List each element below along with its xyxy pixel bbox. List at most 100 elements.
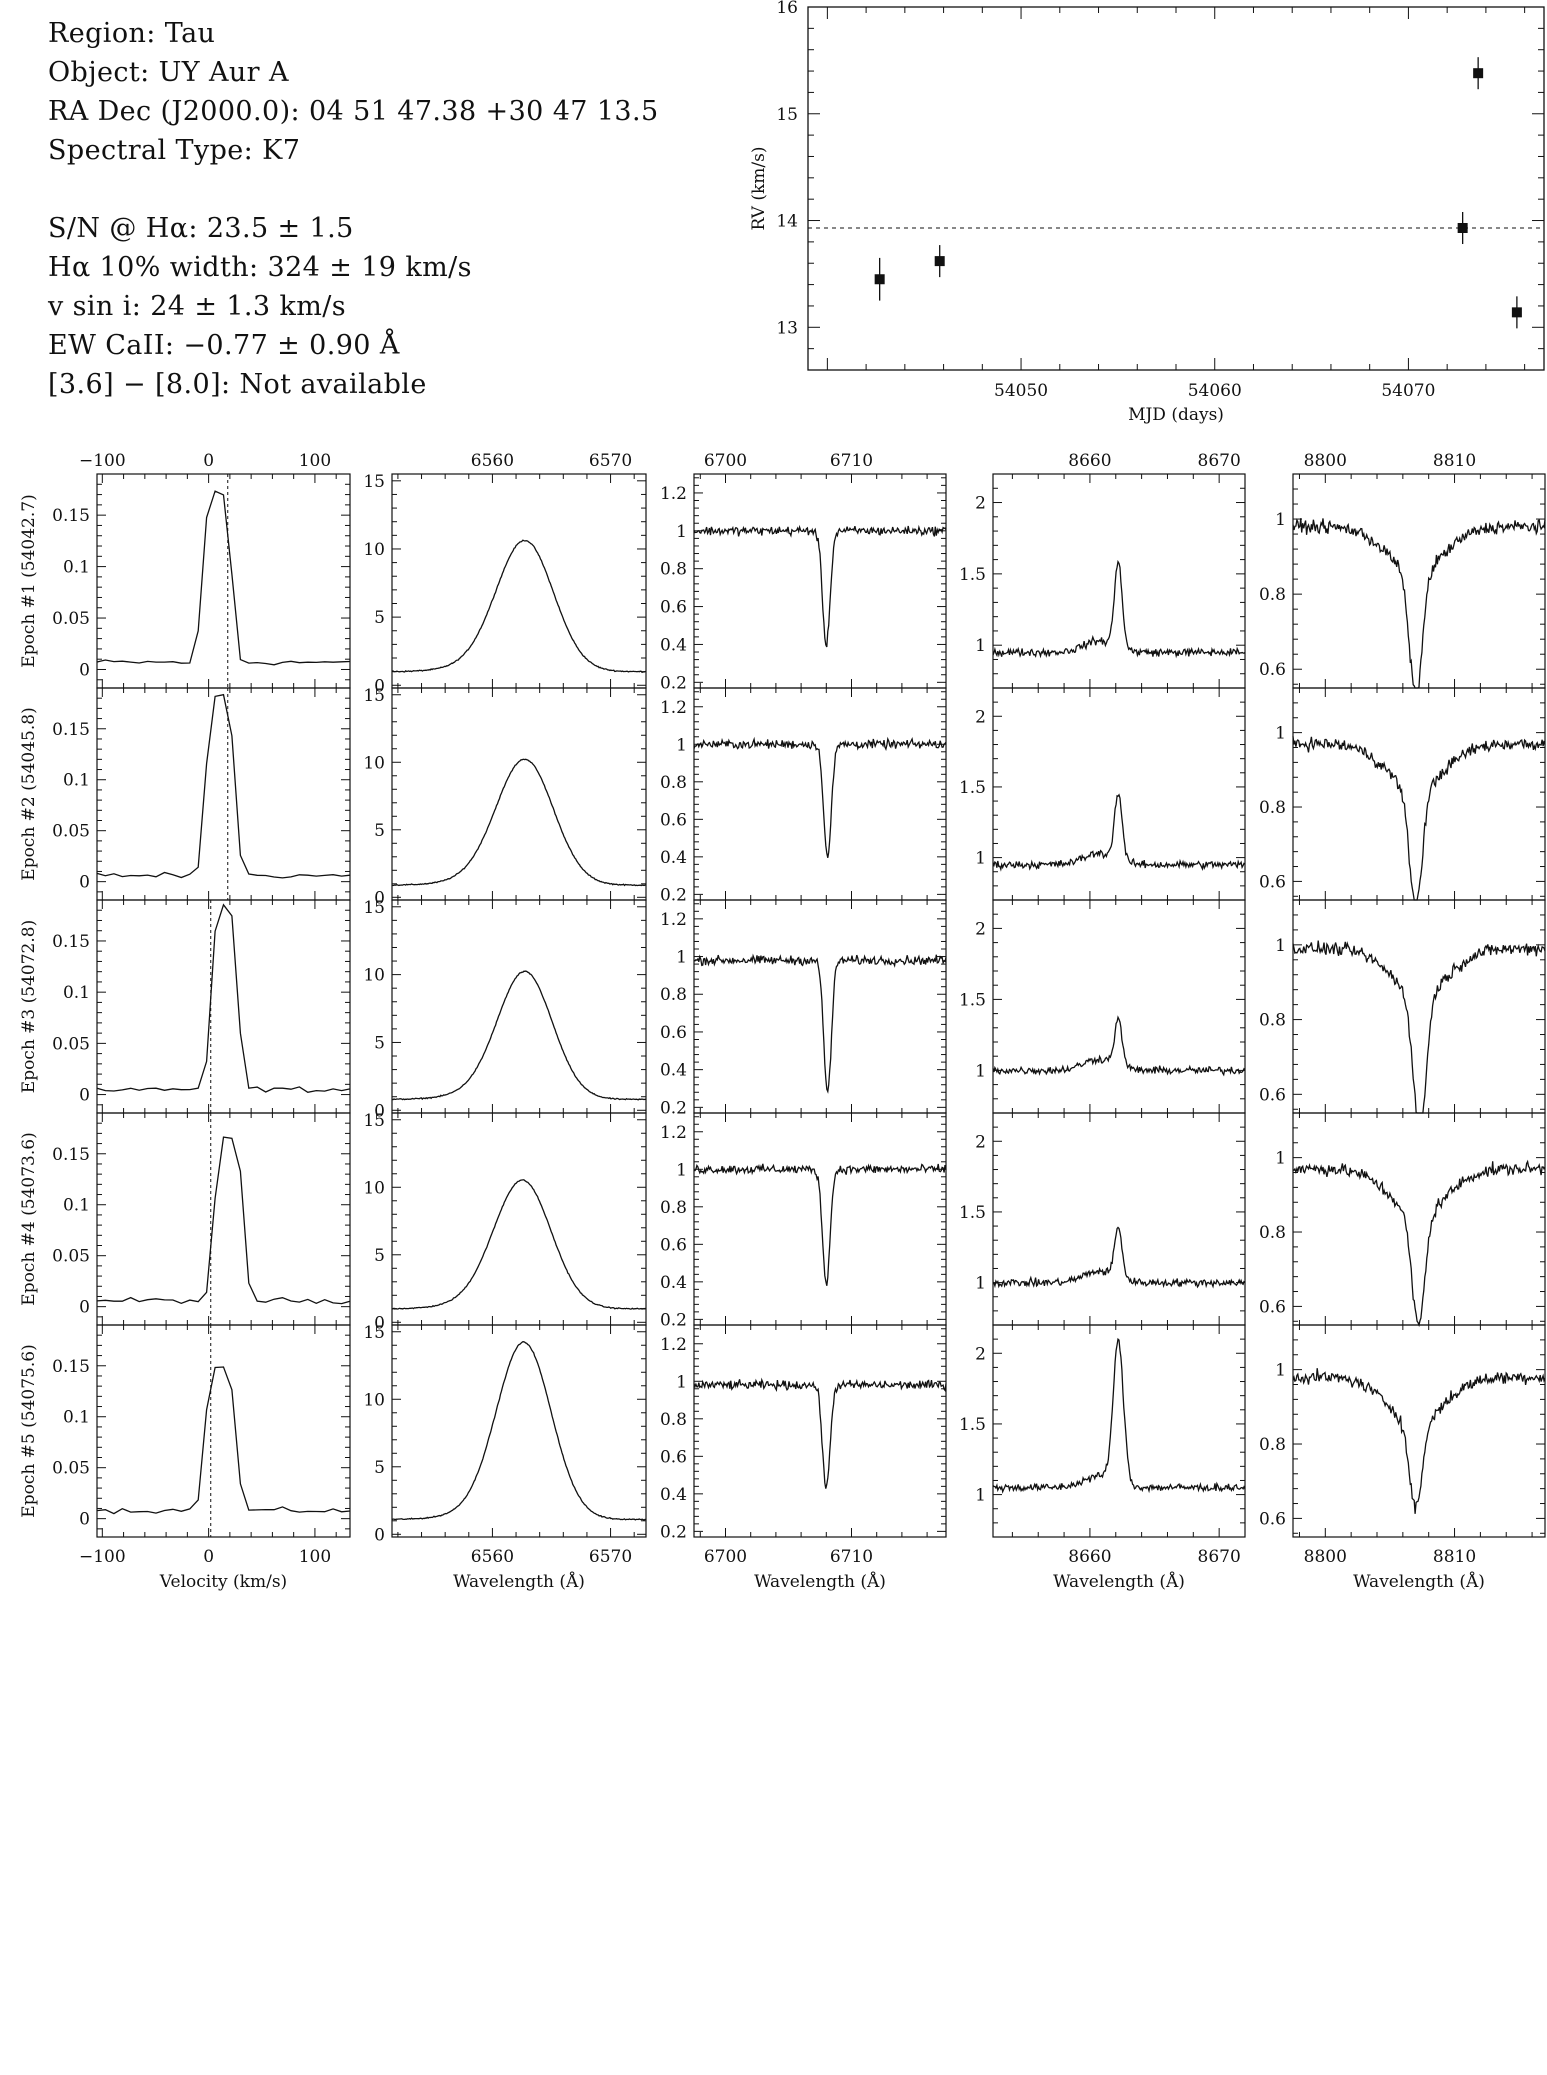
rv-data-point <box>874 274 885 285</box>
epoch-label: Epoch #4 (54073.6) <box>19 1132 39 1305</box>
spectrum-line <box>693 1377 947 1489</box>
y-tick-label: 0.4 <box>660 848 687 868</box>
y-tick-label: 1 <box>1275 936 1286 956</box>
bottom-x-tick-label: 6700 <box>704 1547 747 1567</box>
y-tick-label: 1.5 <box>959 990 986 1010</box>
rv-data-point <box>1457 223 1468 234</box>
y-tick-label: 0.2 <box>660 1310 687 1330</box>
panel-frame <box>96 1324 351 1538</box>
spectrum-panel: 0.2 0.4 0.6 0.8 1 1.2 <box>660 899 947 1118</box>
y-tick-label: 0.15 <box>52 932 90 952</box>
spectrum-line <box>1292 940 1546 1114</box>
spectrum-line <box>96 1366 351 1515</box>
y-tick-label: 0.2 <box>660 885 687 905</box>
panel-frame <box>693 899 947 1114</box>
y-tick-label: 1 <box>1275 1149 1286 1169</box>
bottom-x-tick-label: 8670 <box>1198 1547 1241 1567</box>
y-tick-label: 1 <box>1275 1361 1286 1381</box>
y-tick-label: 0.8 <box>1259 798 1286 818</box>
y-tick-label: 0.6 <box>1259 1297 1286 1317</box>
y-tick-label: 10 <box>363 753 385 773</box>
spectrum-panel: 0.6 0.8 1 <box>1259 1324 1546 1538</box>
top-x-tick-label: 8660 <box>1068 451 1111 471</box>
y-tick-label: 5 <box>374 608 385 628</box>
x-axis-label: Wavelength (Å) <box>1053 1571 1185 1592</box>
y-tick-label: 0.05 <box>52 1459 90 1479</box>
spectrum-line <box>992 793 1246 872</box>
y-tick-label: 0.4 <box>660 635 687 655</box>
y-tick-label: 5 <box>374 1458 385 1478</box>
spectrum-line <box>1292 1159 1546 1328</box>
y-tick-label: 0.8 <box>1259 585 1286 605</box>
panel-frame <box>96 1112 351 1326</box>
spectrum-panel: 11.52 <box>959 1324 1246 1538</box>
top-x-tick-label: 6700 <box>704 451 747 471</box>
y-tick-label: 2 <box>975 1344 986 1364</box>
spectrum-line <box>1292 518 1546 689</box>
irac-color-label: [3.6] − [8.0]: Not available <box>48 369 427 400</box>
spectrum-panel: 11.52 <box>959 687 1246 901</box>
spectrum-line <box>391 758 647 887</box>
spectrum-panel: 11.52 <box>959 473 1246 689</box>
panel-frame <box>96 687 351 901</box>
y-tick-label: 5 <box>374 821 385 841</box>
y-tick-label: 0.4 <box>660 1485 687 1505</box>
spectrum-line <box>96 490 351 666</box>
y-tick-label: 2 <box>975 494 986 514</box>
y-tick-label: 0.8 <box>660 985 687 1005</box>
panel-frame <box>391 1324 647 1538</box>
y-tick-label: 1.5 <box>959 1203 986 1223</box>
sn-label: S/N @ Hα: 23.5 ± 1.5 <box>48 213 354 244</box>
y-tick-label: 0.6 <box>660 1447 687 1467</box>
rv-y-tick-label: 15 <box>776 105 798 125</box>
y-tick-label: 1.2 <box>660 1123 687 1143</box>
y-tick-label: 1 <box>975 1061 986 1081</box>
y-tick-label: 0.05 <box>52 822 90 842</box>
y-tick-label: 0.8 <box>1259 1011 1286 1031</box>
star-info: Region: Tau Object: UY Aur A RA Dec (J20… <box>48 14 659 404</box>
spectrum-line <box>391 1179 647 1310</box>
y-tick-label: 0 <box>374 1525 385 1545</box>
y-tick-label: 0 <box>79 1086 90 1106</box>
panel-frame <box>391 473 647 689</box>
spectra-column-5: 0.6 0.8 1 0.6 0.8 1 0.6 0.8 1 0.6 0.8 1 0.6 0.8 1 8800 8… <box>1259 451 1546 1592</box>
object-label: Object: UY Aur A <box>48 57 289 88</box>
panel-frame <box>1292 687 1546 901</box>
y-tick-label: 0.8 <box>660 1198 687 1218</box>
y-tick-label: 0.1 <box>63 771 90 791</box>
x-axis-label: Velocity (km/s) <box>159 1572 287 1592</box>
spectrum-panel: 0 5 10 15 <box>363 686 647 908</box>
x-axis-label: Wavelength (Å) <box>1353 1571 1485 1592</box>
y-tick-label: 0.6 <box>1259 872 1286 892</box>
rv-x-axis-label: MJD (days) <box>1128 405 1224 425</box>
panel-frame <box>693 687 947 901</box>
spectrum-panel: 0 0.05 0.1 0.15 Epoch #3 (54072.8) <box>19 899 351 1114</box>
spectrum-panel: 0.2 0.4 0.6 0.8 1 1.2 <box>660 1324 947 1542</box>
epoch-label: Epoch #3 (54072.8) <box>19 920 39 1093</box>
bottom-x-tick-label: 6710 <box>830 1547 873 1567</box>
bottom-x-tick-label: 100 <box>299 1547 331 1567</box>
rv-x-tick-label: 54060 <box>1188 381 1242 401</box>
top-x-tick-label: 8800 <box>1304 451 1347 471</box>
epoch-label: Epoch #5 (54075.6) <box>19 1344 39 1517</box>
spectrum-line <box>96 903 351 1093</box>
y-tick-label: 2 <box>975 707 986 727</box>
y-tick-label: 0.8 <box>1259 1435 1286 1455</box>
spectrum-panel: 0 5 10 15 <box>363 1323 647 1545</box>
bottom-x-tick-label: 6570 <box>589 1547 632 1567</box>
spectral-type-label: Spectral Type: K7 <box>48 135 301 166</box>
bottom-x-tick-label: 8800 <box>1304 1547 1347 1567</box>
spectrum-panel: 0 0.05 0.1 0.15 Epoch #4 (54073.6) <box>19 1112 351 1326</box>
bottom-x-tick-label: −100 <box>79 1547 126 1567</box>
spectrum-line <box>96 1136 351 1305</box>
y-tick-label: 0 <box>79 660 90 680</box>
rv-x-tick-label: 54070 <box>1381 381 1435 401</box>
spectrum-panel: 0.6 0.8 1 <box>1259 473 1546 689</box>
y-tick-label: 0.6 <box>1259 1509 1286 1529</box>
y-tick-label: 1.2 <box>660 1335 687 1355</box>
y-tick-label: 0 <box>374 1313 385 1333</box>
panel-frame <box>992 473 1246 689</box>
y-tick-label: 0.15 <box>52 506 90 526</box>
